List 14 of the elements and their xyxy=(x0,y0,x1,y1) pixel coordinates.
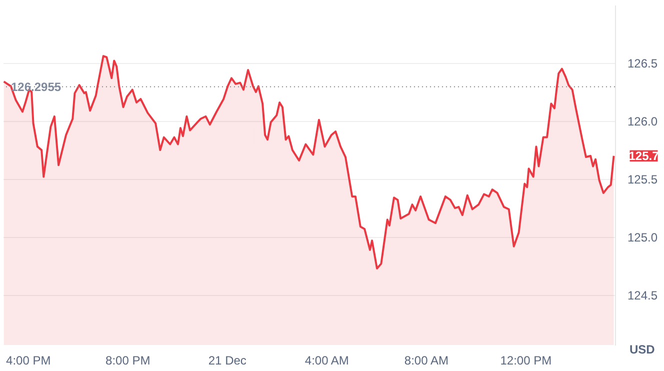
x-tick-label: 4:00 PM xyxy=(6,354,51,368)
x-tick-label: 21 Dec xyxy=(208,354,246,368)
y-tick-label: 126.0 xyxy=(628,114,658,129)
x-tick-label: 8:00 PM xyxy=(106,354,150,368)
x-tick-label: 12:00 PM xyxy=(500,354,552,368)
x-tick-label: 4:00 AM xyxy=(304,354,349,368)
y-tick-label: 125.5 xyxy=(628,172,658,187)
x-tick-label: 8:00 AM xyxy=(404,354,448,368)
annotation: 125.7 xyxy=(628,148,660,163)
y-axis-title: USD xyxy=(630,342,656,356)
y-tick-label: 124.5 xyxy=(628,288,658,303)
y-tick-label: 126.5 xyxy=(628,56,658,71)
ref-line-label: 126.2955 xyxy=(11,80,62,94)
y-tick-label: 125.0 xyxy=(628,230,658,245)
